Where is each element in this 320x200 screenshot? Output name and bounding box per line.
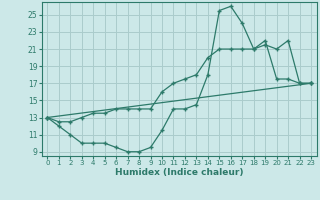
X-axis label: Humidex (Indice chaleur): Humidex (Indice chaleur) xyxy=(115,168,244,177)
